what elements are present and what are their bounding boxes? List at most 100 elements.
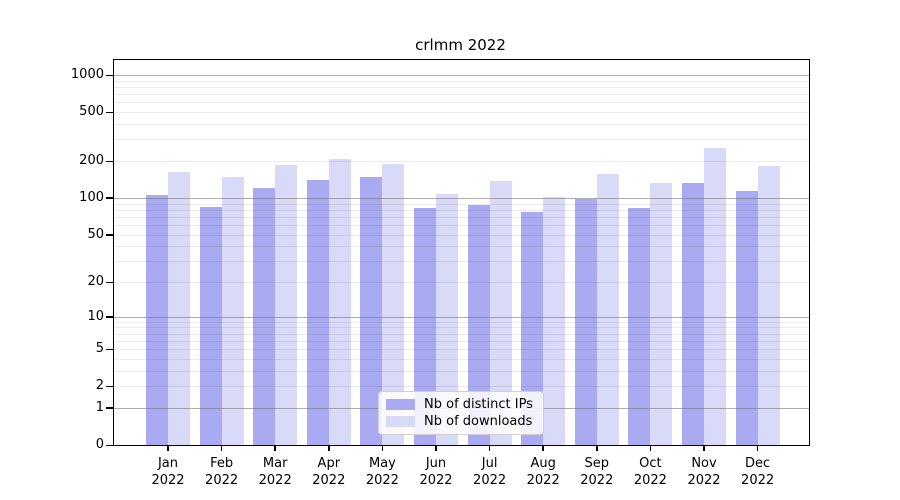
gridline-minor (114, 112, 809, 114)
x-axis-tick-label: Feb 2022 (190, 455, 254, 489)
legend-swatch-distinct-ips (386, 399, 415, 410)
x-label-year: 2022 (419, 473, 453, 488)
x-axis-tick-label: Mar 2022 (243, 455, 307, 489)
y-axis-tick-label: 20 (87, 274, 104, 289)
x-label-year: 2022 (365, 473, 399, 488)
x-axis-tick (167, 446, 169, 451)
bar-downloads (221, 176, 244, 445)
bar-downloads (382, 164, 405, 445)
x-axis-tick-label: Dec 2022 (726, 455, 790, 489)
x-label-month: Dec (745, 456, 771, 471)
gridline-minor (114, 261, 809, 263)
gridline-minor (114, 203, 809, 205)
bar-downloads (168, 172, 190, 445)
bar-distinct-ips (574, 199, 597, 445)
bar-distinct-ips (414, 207, 436, 445)
plot-area: 0 1 2 5 10 20 50 100 200 500 1000 Jan 2022 Feb 2022 Mar… (71, 59, 810, 488)
y-axis-tick (106, 234, 113, 236)
bar-downloads (596, 174, 619, 445)
chart-title: crlmm 2022 (415, 36, 506, 54)
y-axis-tick-label: 0 (95, 437, 104, 452)
bar-downloads (436, 193, 458, 445)
x-axis-tick-label: Apr 2022 (297, 455, 361, 489)
gridline-minor (114, 333, 809, 335)
y-axis-tick (106, 74, 113, 76)
x-label-month: Mar (262, 456, 288, 471)
x-axis-tick (596, 446, 598, 451)
x-axis-tick-label: Nov 2022 (672, 455, 736, 489)
gridline-minor (114, 246, 809, 248)
y-axis-tick-label: 1 (95, 399, 104, 415)
gridline-minor (114, 209, 809, 211)
x-label-year: 2022 (312, 473, 346, 488)
x-axis-tick-label: Jan 2022 (136, 455, 200, 489)
y-axis-tick (106, 281, 113, 283)
y-axis-tick (106, 348, 113, 351)
bar-distinct-ips (360, 177, 383, 445)
y-axis-tick (106, 160, 113, 162)
bar-downloads (275, 164, 298, 445)
x-label-month: Oct (639, 456, 662, 471)
y-axis-tick (106, 197, 113, 199)
bar-distinct-ips (682, 183, 704, 445)
gridline-minor (114, 370, 809, 372)
gridline-minor (114, 234, 809, 236)
bar-downloads (757, 165, 780, 445)
gridline-minor (114, 80, 809, 82)
bar-distinct-ips (146, 194, 168, 445)
y-axis-tick-label: 100 (79, 189, 104, 205)
bar-distinct-ips (306, 179, 329, 445)
x-axis-tick (381, 446, 384, 451)
x-axis-tick-label: Sep 2022 (565, 455, 629, 489)
y-axis-tick-label: 50 (87, 226, 104, 242)
x-axis-tick (488, 446, 491, 451)
gridline-minor (114, 139, 809, 141)
x-label-year: 2022 (151, 473, 185, 488)
x-axis-tick-label: Aug 2022 (511, 455, 575, 489)
x-label-year: 2022 (687, 473, 721, 488)
y-axis-tick (106, 111, 113, 114)
y-axis-tick (106, 385, 113, 388)
gridline-minor (114, 124, 809, 125)
x-label-month: May (368, 456, 396, 471)
gridline-minor (114, 349, 809, 351)
x-axis-tick (649, 446, 652, 451)
x-label-month: Jun (425, 456, 447, 471)
x-axis-tick-label: May 2022 (350, 455, 414, 489)
gridline-minor (114, 87, 809, 88)
legend-swatch-downloads (386, 416, 415, 427)
x-label-year: 2022 (741, 473, 775, 488)
x-axis-tick-label: Oct 2022 (618, 455, 682, 489)
y-axis-tick (106, 444, 113, 446)
bar-distinct-ips (628, 207, 651, 445)
y-axis-tick (106, 407, 113, 409)
legend-label-distinct-ips: Nb of distinct IPs (424, 397, 533, 412)
y-axis-tick-label: 2 (95, 378, 104, 394)
bar-distinct-ips (467, 205, 490, 445)
x-label-year: 2022 (205, 473, 239, 488)
bar-downloads (650, 183, 673, 445)
x-axis-tick (220, 446, 223, 451)
y-axis-tick-label: 500 (79, 104, 104, 120)
bar-distinct-ips (521, 211, 544, 445)
x-axis-tick (756, 446, 759, 451)
gridline-minor (114, 161, 809, 162)
x-label-month: Sep (584, 456, 610, 471)
gridline-minor (114, 102, 809, 104)
gridline-major (114, 316, 809, 318)
y-axis-tick (106, 316, 113, 318)
legend-label-downloads: Nb of downloads (424, 414, 533, 429)
bar-distinct-ips (253, 187, 276, 445)
gridline-minor (114, 216, 809, 218)
gridline-minor (114, 327, 809, 329)
gridline-minor (114, 224, 809, 226)
legend-row-distinct-ips: Nb of distinct IPs (386, 397, 535, 412)
x-axis-tick (435, 446, 437, 451)
x-label-month: Aug (530, 456, 556, 471)
bar-distinct-ips (199, 206, 222, 445)
gridline-major (114, 197, 809, 199)
gridline-minor (114, 321, 809, 323)
gridline-minor (114, 94, 809, 96)
x-label-month: Feb (210, 456, 234, 471)
legend: Nb of distinct IPs Nb of downloads (378, 391, 544, 435)
